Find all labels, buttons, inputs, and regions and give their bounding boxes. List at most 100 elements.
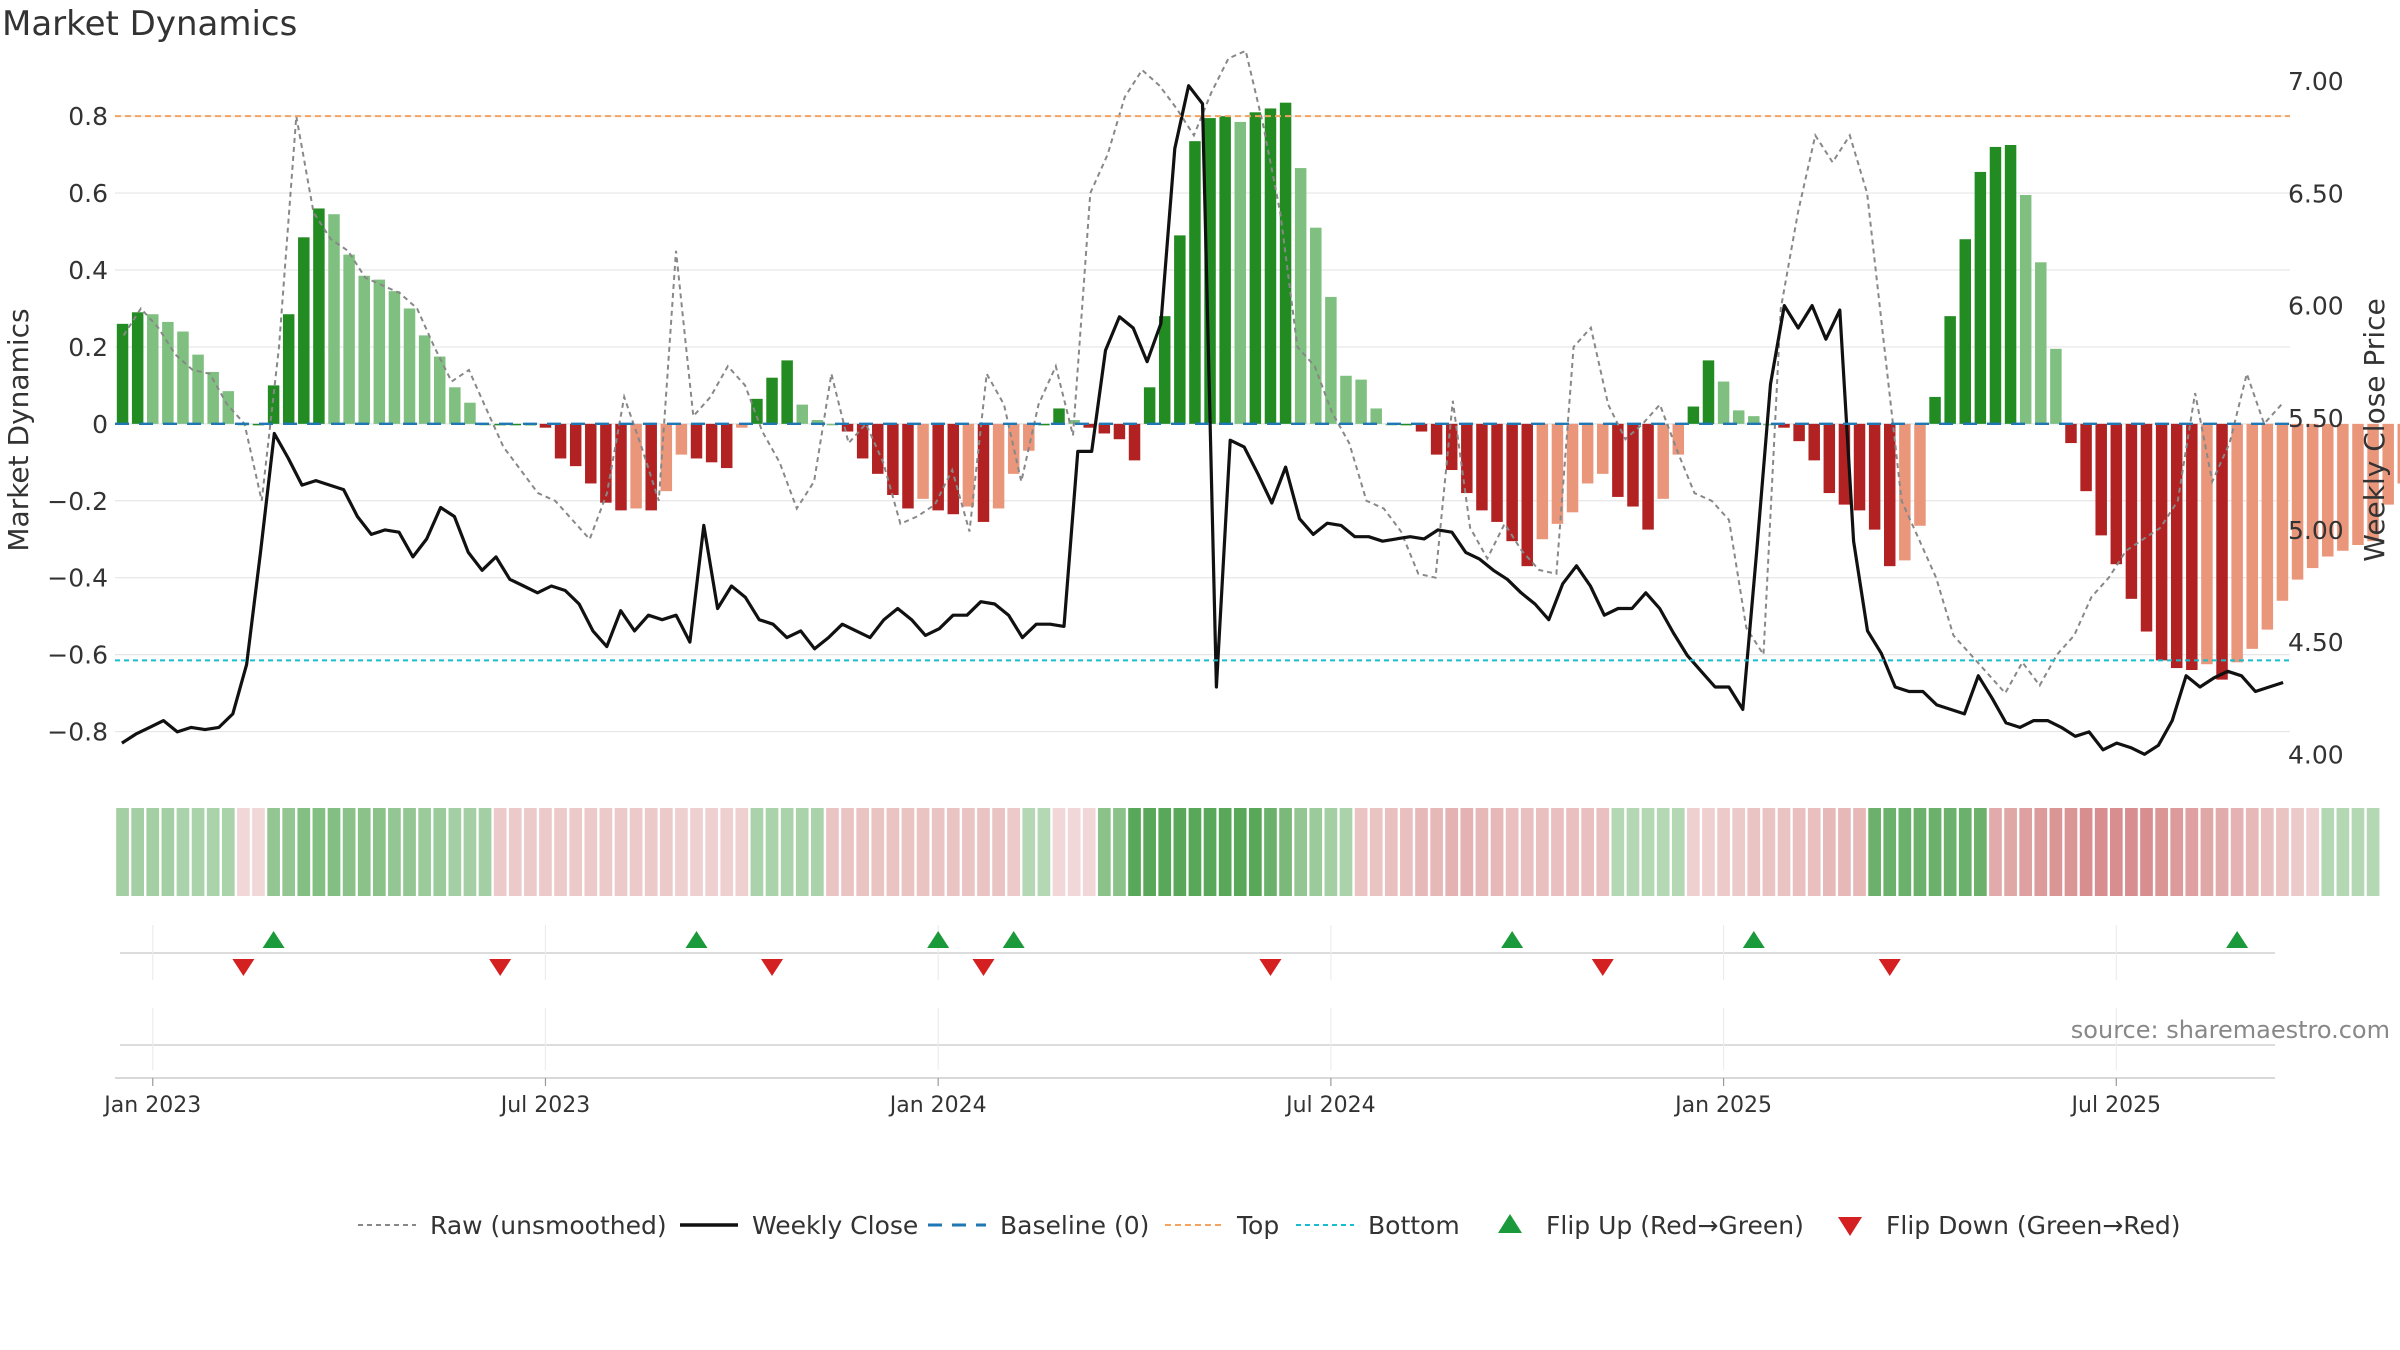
regime-cell	[252, 808, 265, 896]
dynamics-bar	[1989, 146, 2002, 424]
regime-cell	[690, 808, 703, 896]
left-tick-label: 0	[92, 410, 108, 439]
flip-down-marker	[1878, 959, 1901, 976]
dynamics-bar	[1400, 423, 1413, 426]
regime-cell	[584, 808, 598, 896]
legend: Raw (unsmoothed) Weekly Close Baseline (0)…	[358, 1211, 2181, 1240]
dynamics-bar	[1159, 316, 1171, 424]
dynamics-bar	[887, 423, 899, 495]
flip-down-marker	[761, 959, 784, 976]
regime-cell	[1294, 808, 1308, 896]
regime-cell	[2185, 808, 2199, 896]
regime-cell	[1883, 808, 1897, 896]
right-axis-ticks: 7.00 6.50 6.00 5.50 5.00 4.50 4.00	[2288, 67, 2344, 769]
regime-cell	[312, 808, 326, 896]
x-tick-label: Jan 2025	[1673, 1093, 1772, 1118]
dynamics-bar	[267, 385, 280, 424]
dynamics-bar	[2050, 348, 2062, 424]
dynamics-bar	[1370, 408, 1382, 424]
regime-cell	[1475, 808, 1489, 896]
regime-cell	[2034, 808, 2048, 896]
regime-cell	[161, 808, 175, 896]
regime-cell	[2200, 808, 2214, 896]
legend-label: Bottom	[1368, 1211, 1460, 1240]
legend-label: Baseline (0)	[1000, 1211, 1149, 1240]
regime-cell	[448, 808, 462, 896]
dynamics-bar	[2140, 423, 2153, 632]
legend-item: Baseline (0)	[928, 1211, 1149, 1240]
regime-cell	[2155, 808, 2168, 896]
regime-cell	[433, 808, 447, 896]
dynamics-bars	[116, 102, 2400, 680]
dynamics-bar	[1793, 423, 1805, 442]
regime-cell	[176, 808, 190, 896]
dynamics-bar	[1294, 168, 1307, 424]
left-tick-label: −0.4	[47, 564, 108, 593]
regime-cell	[2064, 808, 2078, 896]
regime-cell	[931, 808, 945, 896]
dynamics-bar	[1944, 316, 1956, 424]
regime-cell	[1384, 808, 1398, 896]
weekly-close-line	[121, 84, 2284, 756]
dynamics-bar	[1657, 423, 1669, 499]
left-axis-label: Market Dynamics	[2, 308, 35, 551]
regime-cell	[1505, 808, 1519, 896]
left-tick-label: −0.6	[47, 641, 108, 670]
regime-cell	[901, 808, 915, 896]
dynamics-bar	[1174, 235, 1186, 424]
regime-cell	[2321, 808, 2335, 896]
right-tick-label: 4.00	[2288, 740, 2344, 769]
dynamics-bar	[1445, 423, 1458, 470]
legend-item: Raw (unsmoothed)	[358, 1211, 667, 1240]
legend-label: Top	[1236, 1211, 1279, 1240]
dynamics-bar	[1007, 423, 1020, 474]
regime-cell	[1052, 808, 1066, 896]
regime-cell	[629, 808, 643, 896]
legend-item: Flip Down (Green→Red)	[1838, 1211, 2181, 1240]
dynamics-bar	[1143, 387, 1156, 424]
dynamics-bar	[615, 423, 627, 511]
regime-cell	[856, 808, 869, 896]
dynamics-bar	[2276, 423, 2289, 601]
legend-item: Top	[1165, 1211, 1279, 1240]
dynamics-bar	[1642, 423, 1654, 530]
regime-cell	[2230, 808, 2244, 896]
dynamics-bar	[585, 423, 597, 484]
dynamics-bar	[705, 423, 718, 463]
regime-cell	[418, 808, 431, 896]
dynamics-bar	[1083, 423, 1095, 428]
regime-cell	[2215, 808, 2229, 896]
dynamics-bar	[1038, 423, 1050, 426]
regime-cell	[1082, 808, 1096, 896]
dynamics-bar	[1536, 423, 1549, 540]
regime-cell	[267, 808, 280, 896]
dynamics-bar	[313, 208, 325, 424]
dynamics-bar	[1566, 423, 1579, 513]
regime-cell	[493, 808, 507, 896]
x-tick-label: Jan 2023	[102, 1093, 201, 1118]
regime-cell	[1520, 808, 1534, 896]
dynamics-bar	[207, 371, 219, 424]
dynamics-bar	[116, 323, 129, 424]
regime-cell	[1702, 808, 1715, 896]
dynamics-bar	[2201, 423, 2213, 665]
regime-cell	[1626, 808, 1640, 896]
regime-cell	[750, 808, 764, 896]
dynamics-bar	[600, 423, 612, 503]
dynamics-bar	[252, 423, 265, 426]
dynamics-bar	[2110, 423, 2123, 565]
dynamics-bar	[992, 423, 1005, 509]
regime-cell	[1943, 808, 1957, 896]
dynamics-bar	[2231, 423, 2243, 663]
legend-item: Flip Up (Red→Green)	[1498, 1211, 1804, 1240]
regime-cell	[463, 808, 477, 896]
dynamics-bar	[2367, 423, 2379, 542]
dynamics-bar	[1506, 423, 1518, 542]
dynamics-bar	[1551, 423, 1564, 524]
right-tick-label: 7.00	[2288, 67, 2344, 96]
dynamics-bar	[1491, 423, 1503, 522]
dynamics-bar	[1959, 239, 1971, 424]
regime-cell	[327, 808, 341, 896]
dynamics-bar	[2291, 423, 2304, 580]
dynamics-bar	[947, 423, 960, 515]
